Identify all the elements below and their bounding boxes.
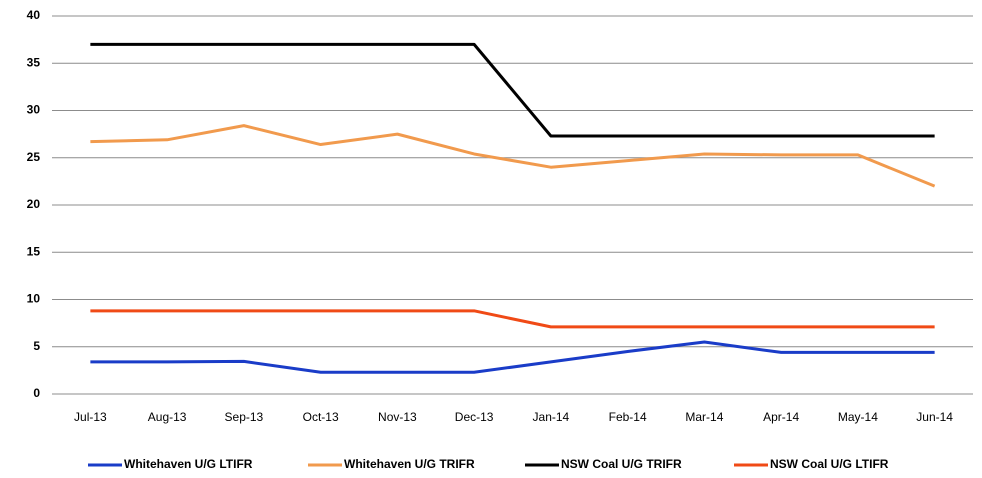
x-tick-label: May-14 (838, 410, 878, 424)
y-tick-label: 20 (27, 197, 41, 211)
series-line (90, 124, 936, 188)
legend-label: NSW Coal U/G TRIFR (561, 457, 682, 471)
series-line (90, 309, 935, 329)
x-tick-label: Mar-14 (685, 410, 723, 424)
y-tick-label: 0 (33, 386, 40, 400)
x-tick-label: Dec-13 (455, 410, 494, 424)
y-tick-label: 5 (33, 339, 40, 353)
x-tick-label: Jun-14 (916, 410, 953, 424)
y-tick-label: 40 (27, 8, 41, 22)
x-tick-label: Feb-14 (609, 410, 647, 424)
series-line (90, 340, 935, 374)
y-tick-label: 30 (27, 103, 41, 117)
legend-label: NSW Coal U/G LTIFR (770, 457, 889, 471)
legend-label: Whitehaven U/G LTIFR (124, 457, 253, 471)
x-tick-label: Jan-14 (533, 410, 570, 424)
y-tick-label: 10 (27, 292, 41, 306)
x-tick-label: Nov-13 (378, 410, 417, 424)
y-tick-label: 15 (27, 244, 41, 258)
x-tick-label: Oct-13 (303, 410, 339, 424)
y-tick-label: 35 (27, 55, 41, 69)
x-tick-label: Apr-14 (763, 410, 799, 424)
legend-label: Whitehaven U/G TRIFR (344, 457, 475, 471)
series-line (90, 42, 935, 138)
x-tick-label: Aug-13 (148, 410, 187, 424)
x-tick-label: Sep-13 (225, 410, 264, 424)
y-tick-label: 25 (27, 150, 41, 164)
x-tick-label: Jul-13 (74, 410, 107, 424)
